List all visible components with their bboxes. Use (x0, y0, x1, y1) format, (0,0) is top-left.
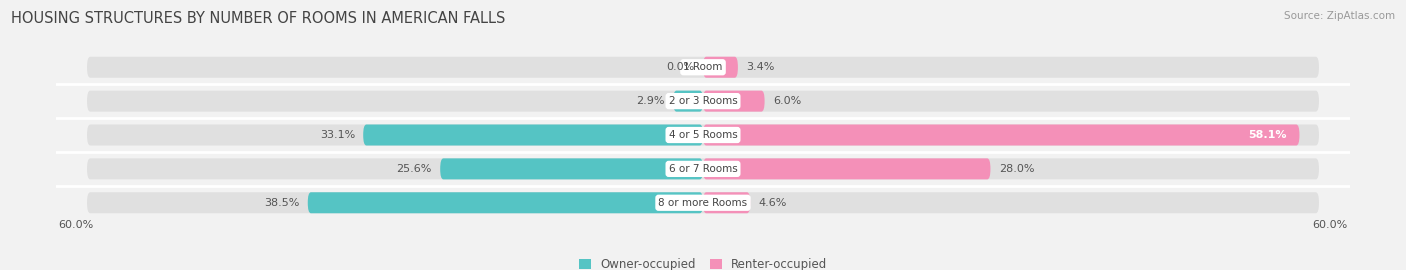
Text: 1 Room: 1 Room (683, 62, 723, 72)
FancyBboxPatch shape (87, 158, 1319, 179)
FancyBboxPatch shape (440, 158, 703, 179)
Text: 8 or more Rooms: 8 or more Rooms (658, 198, 748, 208)
Text: 4 or 5 Rooms: 4 or 5 Rooms (669, 130, 737, 140)
Text: 3.4%: 3.4% (747, 62, 775, 72)
FancyBboxPatch shape (673, 91, 703, 112)
FancyBboxPatch shape (703, 57, 738, 78)
Text: 33.1%: 33.1% (319, 130, 354, 140)
Text: 4.6%: 4.6% (758, 198, 787, 208)
FancyBboxPatch shape (703, 192, 751, 213)
Text: 60.0%: 60.0% (1312, 220, 1348, 230)
Text: Source: ZipAtlas.com: Source: ZipAtlas.com (1284, 11, 1395, 21)
FancyBboxPatch shape (703, 91, 765, 112)
FancyBboxPatch shape (703, 124, 1299, 146)
FancyBboxPatch shape (703, 158, 990, 179)
FancyBboxPatch shape (87, 124, 1319, 146)
Text: 6 or 7 Rooms: 6 or 7 Rooms (669, 164, 737, 174)
Text: HOUSING STRUCTURES BY NUMBER OF ROOMS IN AMERICAN FALLS: HOUSING STRUCTURES BY NUMBER OF ROOMS IN… (11, 11, 506, 26)
Text: 0.0%: 0.0% (666, 62, 695, 72)
Text: 58.1%: 58.1% (1249, 130, 1286, 140)
Text: 25.6%: 25.6% (396, 164, 432, 174)
FancyBboxPatch shape (363, 124, 703, 146)
Text: 60.0%: 60.0% (58, 220, 94, 230)
Legend: Owner-occupied, Renter-occupied: Owner-occupied, Renter-occupied (579, 258, 827, 270)
FancyBboxPatch shape (308, 192, 703, 213)
Text: 2 or 3 Rooms: 2 or 3 Rooms (669, 96, 737, 106)
Text: 2.9%: 2.9% (637, 96, 665, 106)
FancyBboxPatch shape (87, 57, 1319, 78)
Text: 38.5%: 38.5% (264, 198, 299, 208)
FancyBboxPatch shape (87, 192, 1319, 213)
Text: 28.0%: 28.0% (998, 164, 1035, 174)
Text: 6.0%: 6.0% (773, 96, 801, 106)
FancyBboxPatch shape (87, 91, 1319, 112)
